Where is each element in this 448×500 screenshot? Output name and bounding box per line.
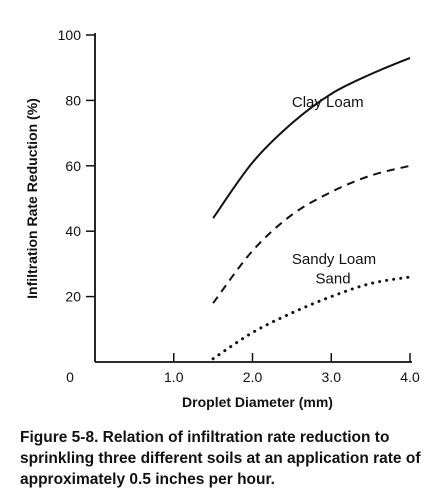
y-tick-label: 40 xyxy=(65,223,81,239)
chart-curves xyxy=(211,56,412,361)
y-tick-label: 100 xyxy=(58,27,82,43)
y-tick-label: 20 xyxy=(65,289,81,305)
chart-axes xyxy=(94,33,412,363)
chart-series-labels: Clay Loam Sandy Loam Sand xyxy=(292,94,376,288)
x-tick-label: 3.0 xyxy=(322,369,342,385)
y-axis-title: Infiltration Rate Reduction (%) xyxy=(24,98,40,299)
figure-caption: Figure 5-8. Relation of infiltration rat… xyxy=(20,429,421,488)
series-line-clay-loam xyxy=(212,56,411,219)
y-tick-label: 60 xyxy=(65,158,81,174)
x-tick-label: 0 xyxy=(66,369,74,385)
infiltration-chart: 20 40 60 80 100 0 1.0 2.0 3.0 4.0 Clay Loam Sandy … xyxy=(24,27,420,410)
y-tick-label: 80 xyxy=(65,92,81,108)
series-label-sand: Sand xyxy=(316,271,351,288)
series-label-clay-loam: Clay Loam xyxy=(292,94,364,111)
x-tick-label: 4.0 xyxy=(400,369,420,385)
x-tick-label: 2.0 xyxy=(243,369,263,385)
series-line-sand xyxy=(211,275,412,361)
series-label-sandy-loam: Sandy Loam xyxy=(292,251,376,268)
chart-ticks: 20 40 60 80 100 0 1.0 2.0 3.0 4.0 xyxy=(58,27,420,385)
x-axis-title: Droplet Diameter (mm) xyxy=(182,394,333,410)
x-tick-label: 1.0 xyxy=(164,369,184,385)
series-line-sandy-loam xyxy=(212,164,411,304)
